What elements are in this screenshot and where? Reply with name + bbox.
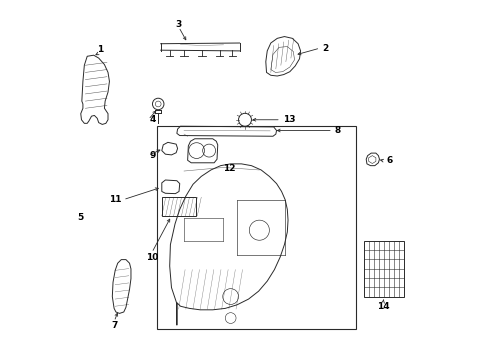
Text: 4: 4: [150, 115, 156, 124]
Text: 14: 14: [377, 302, 390, 311]
Text: 13: 13: [283, 115, 295, 124]
Text: 5: 5: [77, 213, 83, 222]
Text: 10: 10: [146, 253, 158, 262]
Bar: [364, 241, 404, 297]
Text: 6: 6: [387, 157, 393, 166]
Text: 1: 1: [97, 45, 103, 54]
Text: 2: 2: [322, 44, 328, 53]
Bar: [162, 197, 196, 216]
Text: 3: 3: [175, 19, 182, 28]
Text: 12: 12: [223, 164, 236, 173]
Text: 9: 9: [150, 151, 156, 160]
Text: 8: 8: [335, 126, 341, 135]
Text: 7: 7: [111, 321, 117, 330]
Text: 11: 11: [109, 195, 122, 204]
Bar: [157, 126, 356, 329]
